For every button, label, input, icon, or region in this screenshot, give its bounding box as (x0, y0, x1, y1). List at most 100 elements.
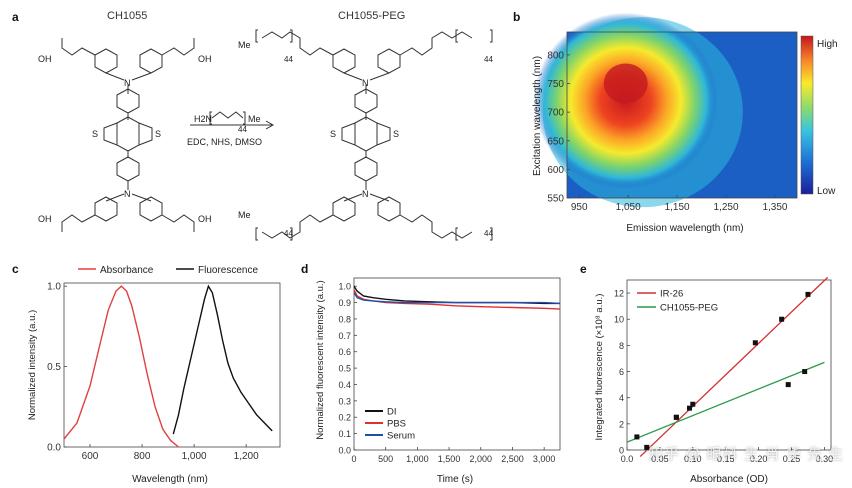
b-xlabel: Emission wavelength (nm) (626, 223, 743, 234)
e-xlabel: Absorbance (OD) (690, 474, 768, 485)
x-tick-label: 500 (378, 454, 393, 464)
reaction-conditions: EDC, NHS, DMSO (187, 137, 262, 147)
ch1055-title: CH1055 (107, 10, 148, 22)
data-point (805, 291, 811, 297)
y-tick-label: 0.0 (338, 446, 351, 456)
n44-1: 44 (284, 55, 293, 64)
legend-label: Serum (387, 431, 415, 442)
x-tick-label: 1,350 (762, 202, 787, 213)
left-s-2: S (155, 129, 161, 139)
y-tick-label: 0.7 (338, 331, 351, 341)
reagent-n44: 44 (238, 125, 247, 134)
n44-2: 44 (484, 55, 493, 64)
y-tick-label: 750 (547, 79, 564, 90)
left-oh-2: OH (198, 54, 212, 64)
x-tick-label: 2,000 (470, 454, 493, 464)
y-tick-label: 0.5 (47, 362, 61, 373)
x-tick-label: 1,000 (406, 454, 429, 464)
y-tick-label: 550 (547, 194, 564, 205)
left-mid-ring-bottom (116, 156, 140, 182)
colorbar-high-label: High (817, 39, 838, 50)
x-tick-label: 0.05 (651, 454, 669, 464)
left-top-ring-1 (94, 48, 118, 74)
right-top-n: N (362, 78, 369, 88)
x-tick-label: 800 (134, 451, 151, 462)
y-tick-label: 800 (547, 50, 564, 61)
d-ylabel: Normalized fluorescent intensity (a.u.) (315, 280, 326, 439)
x-tick-label: 0.10 (684, 454, 702, 464)
series-line-serum (353, 292, 561, 305)
y-tick-label: 700 (547, 108, 564, 119)
data-point (634, 434, 640, 440)
legend-label: Fluorescence (198, 265, 258, 276)
panel-b-label: b (513, 10, 521, 24)
fit-line-ir-26 (639, 276, 829, 458)
y-tick-label: 0.9 (338, 298, 351, 308)
y-tick-label: 6 (619, 367, 624, 377)
reagent-me: Me (248, 114, 261, 124)
left-thiadiazole-r (138, 122, 153, 146)
left-top-ring-2 (139, 48, 163, 74)
colorbar (800, 35, 814, 195)
legend-label: PBS (387, 419, 406, 430)
data-point (687, 405, 693, 411)
y-tick-label: 10 (614, 315, 624, 325)
y-tick-label: 600 (547, 165, 564, 176)
n44-3: 44 (284, 229, 293, 238)
left-s-1: S (92, 129, 98, 139)
plot-frame (353, 277, 561, 451)
data-point (644, 444, 650, 450)
panel-d-label: d (301, 262, 309, 276)
left-oh-4: OH (198, 214, 212, 224)
x-tick-label: 0.25 (783, 454, 801, 464)
x-tick-label: 1,150 (665, 202, 690, 213)
watermark: 知乎 @ 眼科 生 肖 华 先 生 (648, 446, 845, 463)
data-point (802, 369, 808, 375)
me-1: Me (238, 40, 251, 50)
data-point (779, 316, 785, 322)
left-thiadiazole-l (103, 122, 118, 146)
legend-label: IR-26 (660, 289, 683, 300)
y-tick-label: 1.0 (47, 282, 61, 293)
panel-c-label: c (12, 262, 19, 276)
x-tick-label: 1,500 (438, 454, 461, 464)
e-ylabel: Integrated fluorescence (×10⁸ a.u.) (594, 294, 605, 441)
y-tick-label: 8 (619, 341, 624, 351)
x-tick-label: 950 (571, 202, 588, 213)
y-tick-label: 0.2 (338, 413, 351, 423)
y-tick-label: 4 (619, 393, 624, 403)
reagent-amine: H2N (194, 114, 212, 124)
x-tick-label: 0.15 (717, 454, 735, 464)
y-tick-label: 0.1 (338, 429, 351, 439)
right-s-2: S (393, 129, 399, 139)
plot-frame (566, 31, 798, 199)
data-point (785, 382, 791, 388)
x-tick-label: 0 (351, 454, 356, 464)
b-ylabel: Excitation wavelength (nm) (532, 56, 543, 176)
x-tick-label: 0.0 (621, 454, 634, 464)
me-2: Me (238, 210, 251, 220)
legend-label: DI (387, 407, 397, 418)
y-tick-label: 0 (619, 446, 624, 456)
data-point (690, 401, 696, 407)
y-tick-label: 12 (614, 289, 624, 299)
x-tick-label: 1,000 (182, 451, 207, 462)
ch1055-peg-title: CH1055-PEG (338, 10, 406, 22)
plot-frame (63, 282, 281, 448)
x-tick-label: 1,250 (714, 202, 739, 213)
plot-frame (626, 279, 832, 451)
legend-label: CH1055-PEG (660, 303, 718, 314)
right-bottom-n: N (362, 189, 369, 199)
heatmap-peak (603, 63, 648, 104)
y-tick-label: 0.5 (338, 364, 351, 374)
panel-e-label: e (580, 262, 587, 276)
y-tick-label: 0.3 (338, 396, 351, 406)
series-line-absorbance (63, 285, 179, 448)
right-s-1: S (330, 129, 336, 139)
x-tick-label: 1,050 (616, 202, 641, 213)
legend-label: Absorbance (100, 265, 154, 276)
c-ylabel: Normalized intensity (a.u.) (27, 310, 38, 420)
